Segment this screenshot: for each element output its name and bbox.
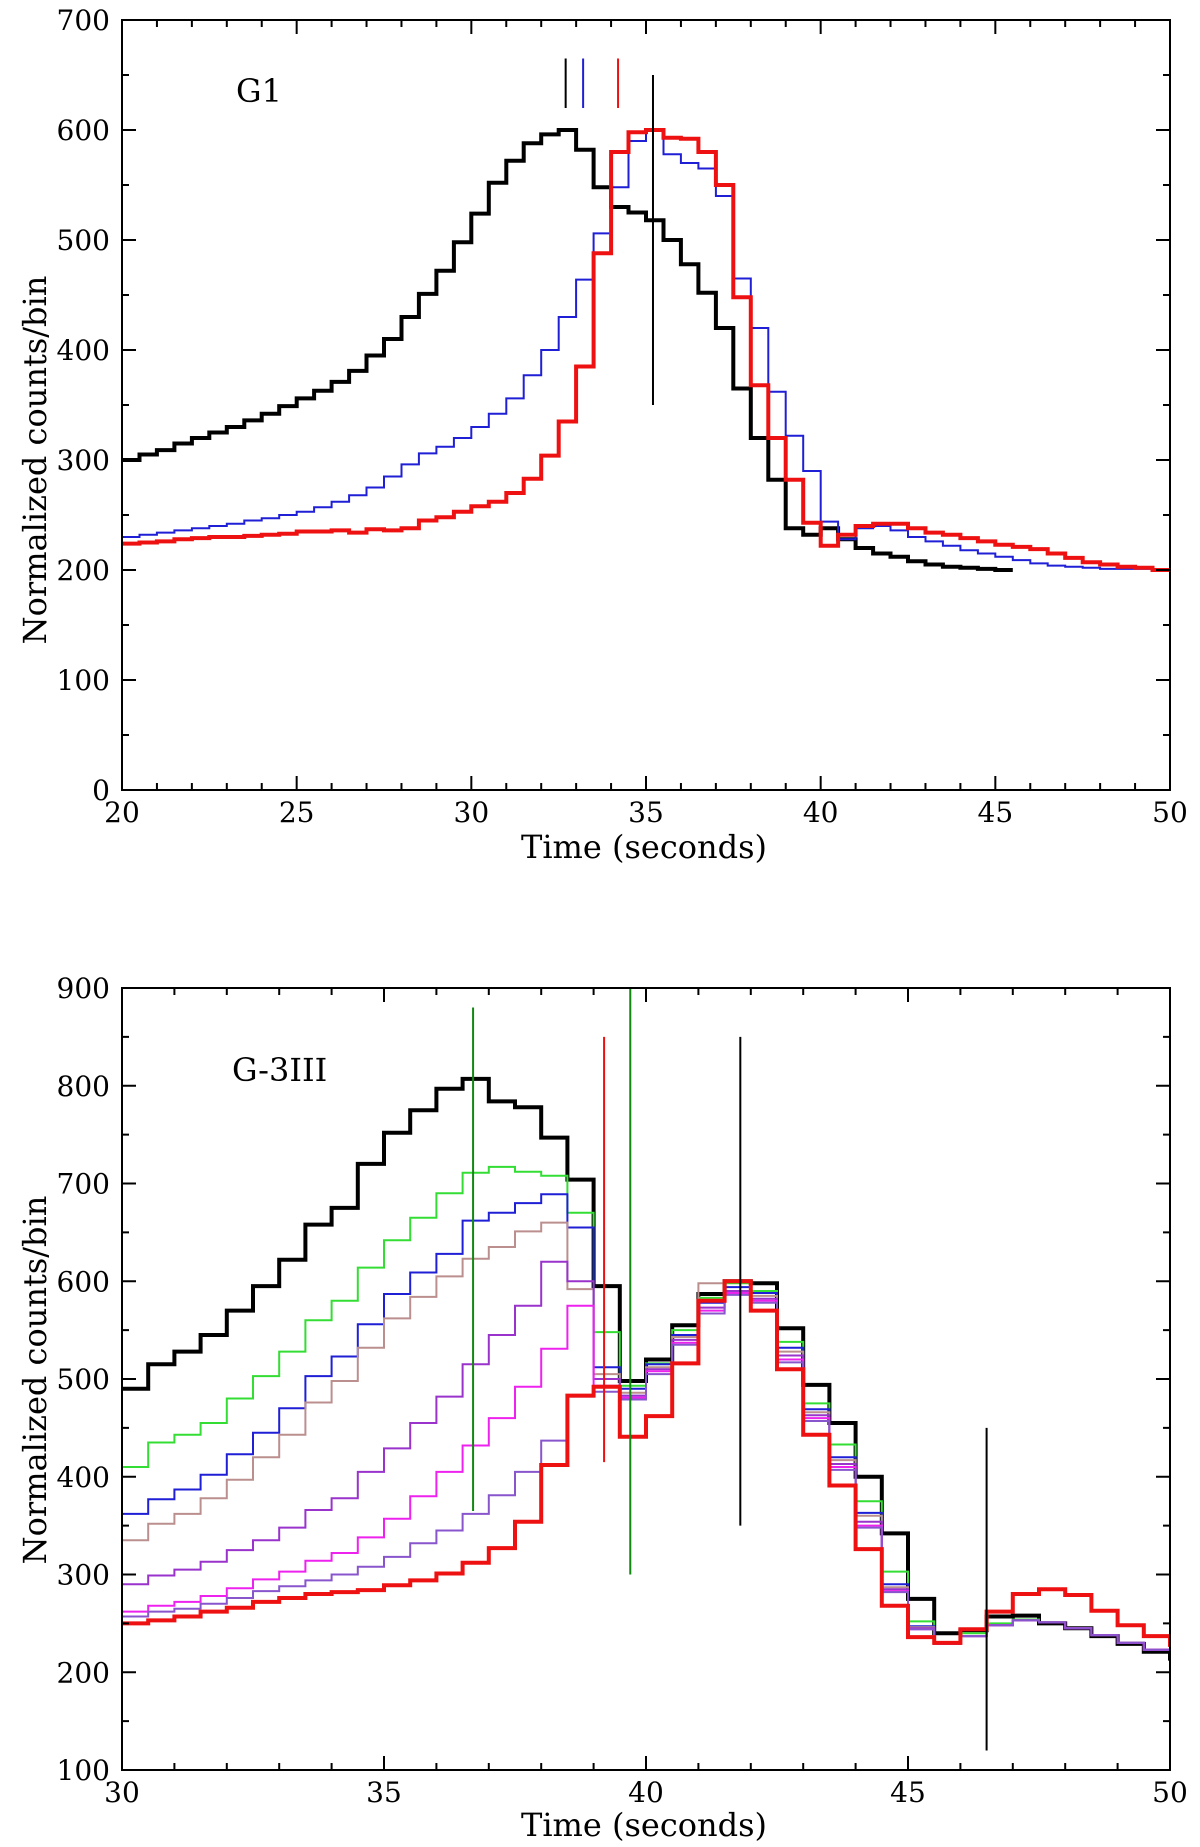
y-tick-label: 600 bbox=[57, 114, 110, 147]
panel-bottom: G-3III Time (seconds) Normalized counts/… bbox=[16, 972, 1188, 1844]
x-tick-label: 45 bbox=[890, 1776, 926, 1809]
panel-label: G-3III bbox=[232, 1051, 327, 1089]
y-tick-label: 400 bbox=[57, 334, 110, 367]
x-tick-label: 40 bbox=[628, 1776, 664, 1809]
x-tick-label: 40 bbox=[803, 796, 839, 829]
x-tick-label: 45 bbox=[978, 796, 1014, 829]
panel-top: G1 Time (seconds) Normalized counts/bin … bbox=[16, 4, 1188, 866]
y-axis-title: Normalized counts/bin bbox=[16, 276, 54, 645]
series-red bbox=[122, 128, 1170, 572]
x-tick-label: 50 bbox=[1152, 1776, 1188, 1809]
series-blue bbox=[122, 129, 1170, 571]
y-tick-label: 100 bbox=[57, 664, 110, 697]
series-red bbox=[122, 1279, 1170, 1647]
y-tick-label: 100 bbox=[57, 1754, 110, 1787]
x-tick-label: 20 bbox=[104, 796, 140, 829]
series-violet bbox=[122, 1293, 1170, 1656]
y-axis-title: Normalized counts/bin bbox=[16, 1196, 54, 1565]
y-tick-label: 500 bbox=[57, 224, 110, 257]
x-axis-title: Time (seconds) bbox=[521, 828, 767, 866]
y-tick-label: 400 bbox=[57, 1461, 110, 1494]
y-tick-label: 800 bbox=[57, 1070, 110, 1103]
y-tick-label: 300 bbox=[57, 1559, 110, 1592]
x-tick-label: 50 bbox=[1152, 796, 1188, 829]
x-tick-label: 35 bbox=[628, 796, 664, 829]
y-tick-label: 700 bbox=[57, 1168, 110, 1201]
x-tick-label: 30 bbox=[104, 1776, 140, 1809]
series-group bbox=[122, 1076, 1170, 1661]
y-tick-label: 300 bbox=[57, 444, 110, 477]
series-purple bbox=[122, 1260, 1170, 1656]
series-black bbox=[122, 128, 1013, 572]
y-tick-label: 200 bbox=[57, 1656, 110, 1689]
series-group bbox=[122, 128, 1170, 572]
y-tick-label: 900 bbox=[57, 972, 110, 1005]
y-tick-label: 600 bbox=[57, 1265, 110, 1298]
x-tick-label: 30 bbox=[454, 796, 490, 829]
y-tick-label: 200 bbox=[57, 554, 110, 587]
y-tick-label: 0 bbox=[92, 774, 110, 807]
panel-label: G1 bbox=[236, 72, 282, 110]
y-tick-label: 500 bbox=[57, 1363, 110, 1396]
x-tick-label: 35 bbox=[366, 1776, 402, 1809]
series-magenta bbox=[122, 1292, 1170, 1656]
x-axis-title: Time (seconds) bbox=[521, 1806, 767, 1844]
y-tick-label: 700 bbox=[57, 4, 110, 37]
x-tick-label: 25 bbox=[279, 796, 315, 829]
